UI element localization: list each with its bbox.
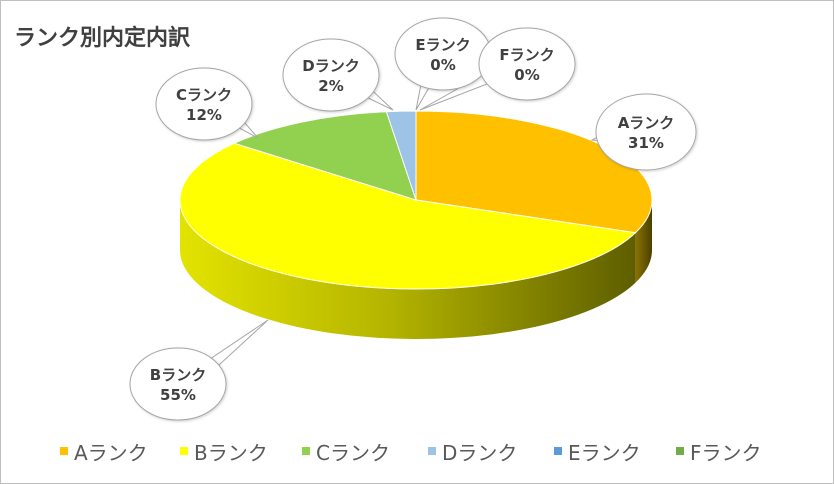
legend-label: Fランク <box>690 440 762 465</box>
data-label-value: 0% <box>430 56 455 74</box>
data-label-value: 0% <box>514 66 539 84</box>
legend-swatch <box>676 447 684 455</box>
callout-bubble-5 <box>478 27 576 101</box>
legend-label: Bランク <box>194 440 268 465</box>
legend-swatch <box>180 447 188 455</box>
legend-label: Aランク <box>74 440 148 465</box>
slice-side-0 <box>635 200 652 283</box>
data-label-category: Eランク <box>415 36 470 54</box>
data-label-category: Dランク <box>302 57 359 75</box>
legend-item-0[interactable]: Aランク <box>60 436 148 466</box>
legend-swatch <box>302 447 310 455</box>
data-label-category: Aランク <box>618 114 675 132</box>
data-label-category: Cランク <box>176 86 232 104</box>
legend: Aランク Bランク Cランク Dランク Eランク Fランク <box>0 436 834 466</box>
callout-bubble-1 <box>129 347 227 421</box>
data-label-category: Fランク <box>499 46 554 64</box>
data-label-value: 12% <box>186 106 222 124</box>
legend-label: Cランク <box>316 440 390 465</box>
legend-item-2[interactable]: Cランク <box>302 436 390 466</box>
callout-bubble-0 <box>595 93 697 171</box>
legend-label: Dランク <box>442 440 518 465</box>
data-label-0: Aランク 31% <box>595 93 697 171</box>
slice-1[interactable] <box>179 142 637 290</box>
legend-item-4[interactable]: Eランク <box>554 436 641 466</box>
data-label-3: Dランク 2% <box>282 38 380 112</box>
data-label-value: 2% <box>318 77 343 95</box>
legend-item-5[interactable]: Fランク <box>676 436 762 466</box>
data-label-value: 31% <box>628 134 664 152</box>
chart-title: ランク別内定内訳 <box>14 26 191 51</box>
callout-bubble-2 <box>155 67 253 141</box>
slice-3[interactable] <box>385 110 417 201</box>
legend-swatch <box>554 447 562 455</box>
data-label-2: Cランク 12% <box>155 67 253 141</box>
legend-swatch <box>428 447 436 455</box>
legend-item-3[interactable]: Dランク <box>428 436 517 466</box>
legend-swatch <box>60 447 68 455</box>
data-label-4: Eランク 0% <box>394 17 492 91</box>
callout-bubble-4 <box>394 17 492 91</box>
data-label-1: Bランク 55% <box>129 347 227 421</box>
legend-item-1[interactable]: Bランク <box>180 436 268 466</box>
slice-2[interactable] <box>232 111 417 201</box>
data-label-category: Bランク <box>150 366 206 384</box>
data-label-value: 55% <box>160 386 196 404</box>
slice-side-1 <box>179 200 636 340</box>
legend-label: Eランク <box>568 440 641 465</box>
callout-bubble-3 <box>282 38 380 112</box>
data-label-5: Fランク 0% <box>478 27 576 101</box>
